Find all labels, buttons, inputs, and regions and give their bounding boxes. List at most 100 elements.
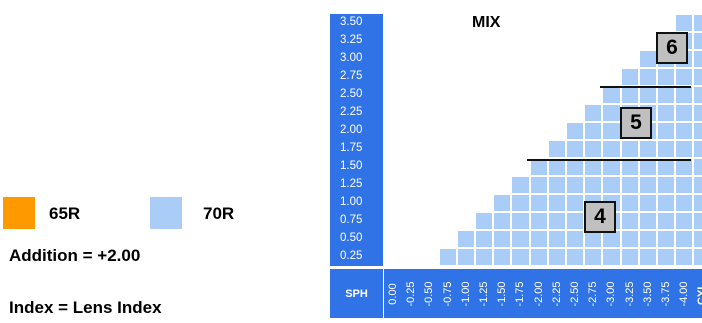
- chart-title: MIX: [472, 14, 501, 31]
- grid-cell: [676, 87, 693, 103]
- grid-cell: [548, 159, 565, 175]
- grid-cell: [639, 69, 656, 85]
- grid-cell: [639, 213, 656, 229]
- grid-cell: [567, 123, 584, 139]
- grid-cell: [530, 249, 547, 265]
- grid-cell: [676, 213, 693, 229]
- grid-cell: [621, 141, 638, 157]
- grid-cell: [639, 231, 656, 247]
- zone-badge-4: 4: [584, 201, 616, 233]
- grid-cell: [621, 213, 638, 229]
- sph-label: 1.50: [330, 158, 383, 176]
- grid-cell: [621, 159, 638, 175]
- grid-cell: [694, 195, 702, 211]
- grid-cell: [512, 177, 529, 193]
- grid-cell: [694, 51, 702, 67]
- grid-cell: [494, 213, 511, 229]
- sph-label: 1.75: [330, 140, 383, 158]
- grid-cell: [512, 231, 529, 247]
- grid-cell: [457, 231, 474, 247]
- grid-cell: [676, 249, 693, 265]
- sph-label: 2.00: [330, 122, 383, 140]
- grid-cell: [603, 141, 620, 157]
- grid-cell: [658, 141, 675, 157]
- grid-cell: [585, 177, 602, 193]
- grid-cell: [658, 177, 675, 193]
- grid-cell: [694, 69, 702, 85]
- sph-label: 3.50: [330, 14, 383, 32]
- grid-cell: [639, 87, 656, 103]
- grid-cell: [621, 231, 638, 247]
- sph-label: 2.50: [330, 86, 383, 104]
- grid-cell: [585, 105, 602, 121]
- cyl-label: -0.50: [420, 269, 439, 318]
- grid-cell: [603, 87, 620, 103]
- cyl-label: -2.25: [547, 269, 566, 318]
- grid-cell: [621, 249, 638, 265]
- grid-cell: [548, 213, 565, 229]
- cyl-label: -3.75: [657, 269, 676, 318]
- cyl-label: -3.00: [602, 269, 621, 318]
- grid-cell: [512, 195, 529, 211]
- grid-cell: [603, 159, 620, 175]
- sph-label: 1.25: [330, 176, 383, 194]
- cyl-label: -1.00: [456, 269, 475, 318]
- grid-cell: [658, 213, 675, 229]
- grid-cell: [530, 177, 547, 193]
- grid-cell: [694, 213, 702, 229]
- cyl-label: -1.75: [511, 269, 530, 318]
- cyl-label: -0.25: [402, 269, 421, 318]
- grid-cell: [512, 213, 529, 229]
- sph-label: 3.00: [330, 50, 383, 68]
- grid-cell: [658, 87, 675, 103]
- grid-cell: [530, 195, 547, 211]
- grid-cell: [658, 231, 675, 247]
- grid-cell: [658, 105, 675, 121]
- cyl-label: -3.50: [638, 269, 657, 318]
- grid-cell: [603, 249, 620, 265]
- cyl-label: -0.75: [438, 269, 457, 318]
- grid-cell: [530, 159, 547, 175]
- grid-cell: [694, 249, 702, 265]
- cyl-label: -1.50: [493, 269, 512, 318]
- cyl-label: -2.50: [566, 269, 585, 318]
- grid-cell: [694, 159, 702, 175]
- grid-cell: [621, 177, 638, 193]
- grid-cell: [639, 177, 656, 193]
- grid-cell: [676, 15, 693, 31]
- grid-cell: [676, 159, 693, 175]
- sph-label: 2.75: [330, 68, 383, 86]
- grid-cell: [603, 177, 620, 193]
- grid-cell: [512, 249, 529, 265]
- grid-cell: [567, 213, 584, 229]
- grid-cell: [457, 249, 474, 265]
- grid-cell: [567, 195, 584, 211]
- cyl-label: -1.25: [475, 269, 494, 318]
- grid-cell: [585, 249, 602, 265]
- grid-cell: [676, 123, 693, 139]
- grid-cell: [567, 141, 584, 157]
- grid-cell: [548, 141, 565, 157]
- grid-cell: [639, 141, 656, 157]
- grid-cell: [676, 231, 693, 247]
- grid-cell: [585, 141, 602, 157]
- grid-cell: [694, 141, 702, 157]
- legend-swatch-70r: [150, 197, 182, 229]
- sph-header: SPH: [330, 269, 383, 318]
- grid-cell: [603, 123, 620, 139]
- grid-cell: [585, 123, 602, 139]
- grid-cell: [694, 177, 702, 193]
- cyl-label: 0.00: [384, 269, 403, 318]
- grid-cell: [494, 249, 511, 265]
- legend-label-70r: 70R: [203, 204, 235, 223]
- grid-cell: [658, 123, 675, 139]
- grid-cell: [694, 15, 702, 31]
- grid-cell: [694, 123, 702, 139]
- grid-cell: [676, 69, 693, 85]
- cyl-label: -4.00: [675, 269, 694, 318]
- zone-line-upper: [600, 86, 691, 88]
- grid-cell: [658, 159, 675, 175]
- grid-cell: [639, 195, 656, 211]
- cyl-label: -2.75: [584, 269, 603, 318]
- cyl-label: -3.25: [620, 269, 639, 318]
